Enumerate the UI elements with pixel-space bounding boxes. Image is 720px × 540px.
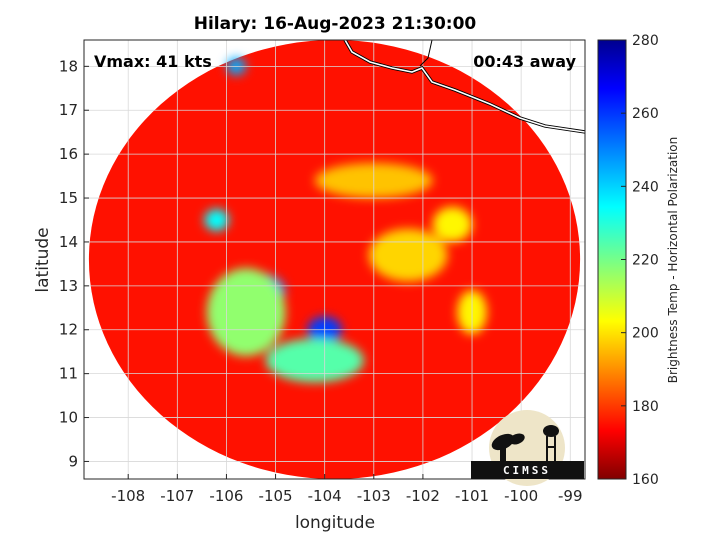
colorbar-label: Brightness Temp - Horizontal Polarizatio…	[666, 137, 680, 384]
colorbar-tick-label: 240	[632, 179, 659, 195]
x-axis: -108 -107 -106 -105 -104 -103 -102 -101 -100 -99	[111, 474, 583, 505]
plot-frame	[83, 39, 586, 480]
feature-rainband-south	[265, 338, 364, 383]
colorbar-tick-label: 160	[632, 472, 659, 488]
border-line	[419, 40, 433, 67]
y-tick-label: 17	[59, 101, 78, 119]
x-tick-label: -105	[259, 487, 293, 505]
logo-text: CIMSS	[503, 464, 551, 477]
x-tick-label: -106	[209, 487, 243, 505]
x-tick-label: -99	[558, 487, 583, 505]
satellite-dish-icon	[491, 433, 525, 462]
chart-title: Hilary: 16-Aug-2023 21:30:00	[194, 14, 477, 34]
time-away-annotation: 00:43 away	[473, 52, 576, 71]
x-tick-label: -103	[357, 487, 391, 505]
x-tick-label: -100	[504, 487, 538, 505]
x-tick-label: -108	[111, 487, 145, 505]
y-tick-label: 15	[59, 189, 78, 207]
feature-cell-east	[432, 206, 473, 242]
x-tick-label: -101	[455, 487, 489, 505]
y-tick-label: 12	[59, 321, 78, 339]
y-axis: 9 10 11 12 13 14 15 16 17 18	[59, 57, 89, 470]
x-tick-label: -102	[406, 487, 440, 505]
y-tick-label: 16	[59, 145, 78, 163]
swath-background	[88, 40, 581, 479]
colorbar-tick-label: 220	[632, 253, 659, 269]
colorbar-tick-label: 280	[632, 33, 659, 49]
coastline-line	[344, 40, 585, 133]
vmax-annotation: Vmax: 41 kts	[94, 52, 212, 71]
water-tower-icon	[543, 425, 559, 462]
y-tick-label: 9	[68, 452, 78, 470]
feature-rainband-arc	[206, 268, 286, 357]
logo-banner	[471, 461, 584, 479]
colorbar-axis: 160 180 200 220 240 260 280	[621, 33, 659, 488]
swath	[88, 40, 581, 479]
y-axis-title: latitude	[33, 227, 53, 292]
colorbar-tick-label: 180	[632, 399, 659, 415]
cimss-logo: CIMSS	[471, 410, 584, 486]
coastline	[343, 40, 585, 134]
colorbar-tick-label: 200	[632, 326, 659, 342]
feature-band-east	[368, 228, 448, 282]
y-tick-label: 10	[59, 409, 78, 427]
colorbar-tick-label: 260	[632, 106, 659, 122]
y-tick-label: 18	[59, 57, 78, 75]
y-tick-label: 13	[59, 277, 78, 295]
x-axis-title: longitude	[295, 513, 375, 533]
y-tick-label: 14	[59, 233, 78, 251]
x-tick-label: -104	[308, 487, 342, 505]
feature-cell-west	[204, 209, 229, 231]
x-tick-label: -107	[160, 487, 194, 505]
y-tick-label: 11	[59, 365, 78, 383]
